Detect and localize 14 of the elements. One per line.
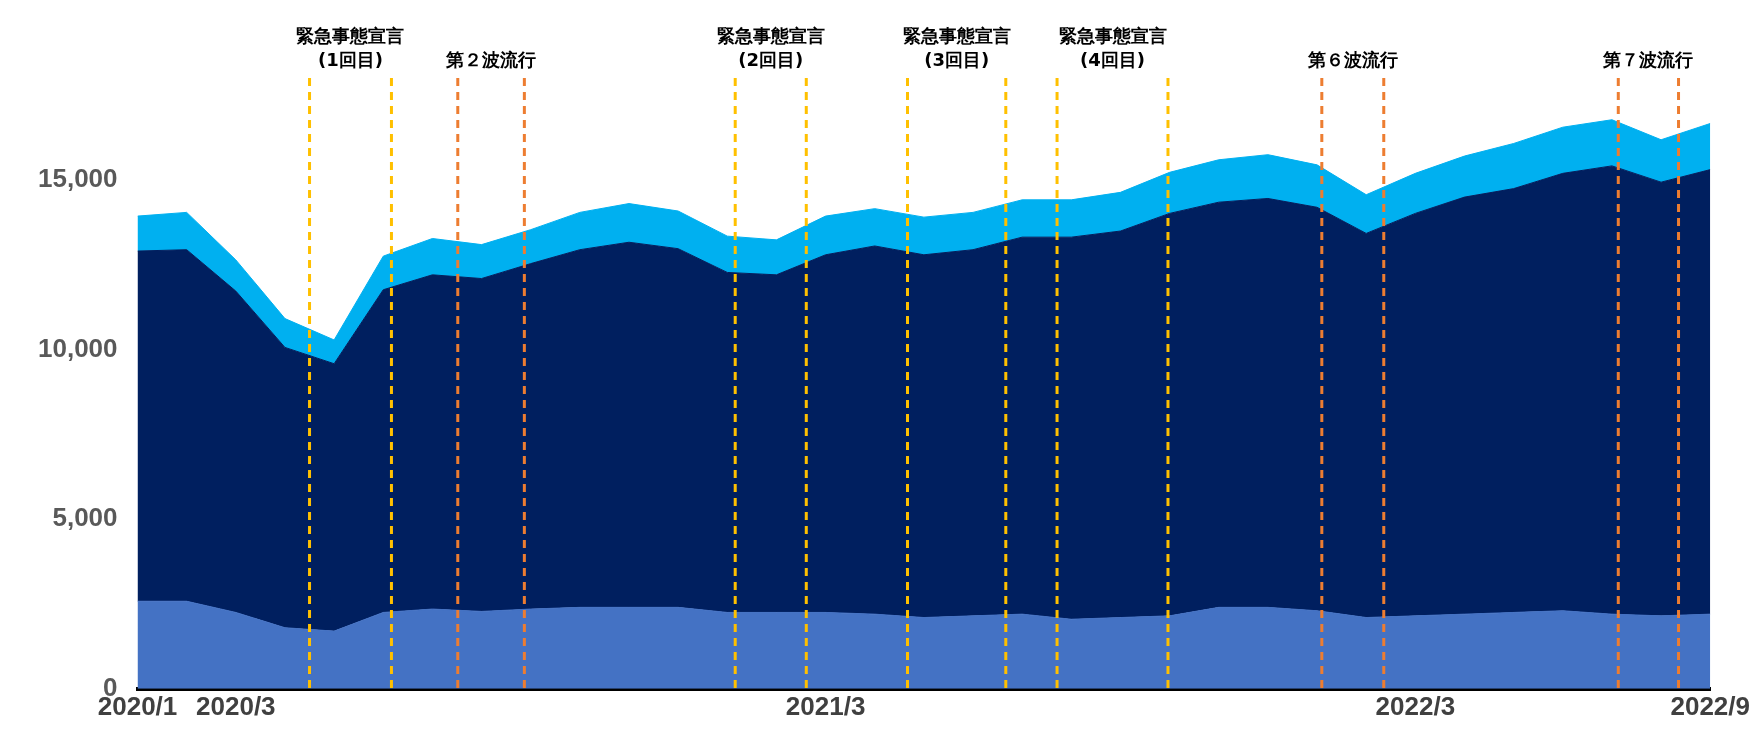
ref-line-label: 第６波流行 (1306, 48, 1398, 70)
ref-line-label: 緊急事態宣言 (4回目) (1058, 24, 1167, 70)
ref-line-label: 緊急事態宣言 (1回目) (296, 24, 405, 70)
x-tick-label: 2020/3 (196, 690, 276, 721)
x-tick-label: 2021/3 (785, 690, 866, 721)
x-tick-label: 2022/3 (1375, 690, 1456, 721)
y-tick-label: 10,000 (37, 332, 118, 363)
ref-line-label: 第７波流行 (1602, 48, 1694, 70)
ref-line-label: 緊急事態宣言 (2回目) (716, 24, 825, 70)
x-tick-label: 2022/9 (1670, 690, 1750, 721)
y-tick-label: 15,000 (37, 162, 118, 193)
ref-line-label: 第２波流行 (445, 48, 537, 70)
y-tick-label: 5,000 (52, 502, 118, 533)
ref-line-label: 緊急事態宣言 (3回目) (902, 24, 1011, 70)
